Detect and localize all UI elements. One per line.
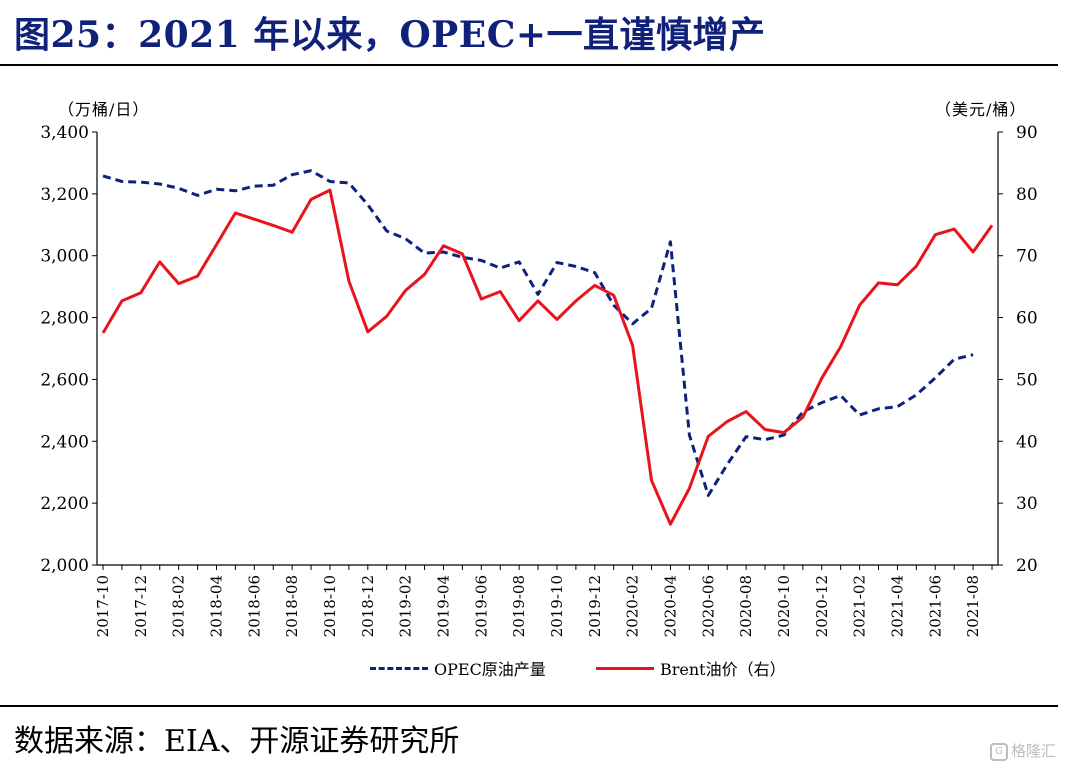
x-axis-tick-label: 2020-08 (737, 575, 755, 637)
left-axis-tick-label: 3,400 (40, 123, 89, 143)
watermark: G 格隆汇 (990, 740, 1056, 761)
x-axis-tick-label: 2019-08 (510, 575, 528, 637)
right-axis-tick-label: 50 (1016, 370, 1038, 390)
top-divider (0, 64, 1058, 66)
x-axis-tick-label: 2018-06 (245, 575, 263, 637)
x-axis-tick-label: 2018-10 (321, 575, 339, 637)
x-axis-tick-label: 2019-12 (586, 575, 604, 637)
x-axis-tick-label: 2021-08 (964, 575, 982, 637)
x-axis-tick-label: 2021-06 (926, 575, 944, 637)
right-axis-tick-label: 70 (1016, 247, 1038, 267)
legend-brent-swatch (596, 666, 654, 670)
legend-opec-label: OPEC原油产量 (434, 660, 546, 679)
watermark-text: 格隆汇 (1011, 742, 1057, 760)
left-axis-tick-label: 3,000 (40, 247, 89, 267)
right-axis-unit: （美元/桶） (935, 100, 1027, 119)
right-axis-tick-label: 80 (1016, 185, 1038, 205)
source-note: 数据来源：EIA、开源证券研究所 (14, 724, 460, 759)
right-axis-tick-label: 30 (1016, 494, 1038, 514)
chart-title: 图25：2021 年以来，OPEC+一直谨慎增产 (14, 14, 766, 56)
x-axis-tick-label: 2017-12 (132, 575, 150, 637)
x-axis-tick-label: 2019-06 (472, 575, 490, 637)
right-axis-tick-label: 20 (1016, 556, 1038, 576)
x-axis-tick-label: 2018-02 (170, 575, 188, 637)
x-axis-tick-label: 2018-12 (359, 575, 377, 637)
line-chart: 2,000 2,200 2,400 2,600 2,800 3,000 3,200 3,400… (40, 123, 1038, 637)
legend-opec-swatch (370, 666, 428, 670)
x-axis-tick-label: 2019-10 (548, 575, 566, 637)
right-axis-tick-label: 90 (1016, 123, 1038, 143)
x-axis-tick-label: 2021-02 (851, 575, 869, 637)
left-axis-tick-label: 2,800 (40, 309, 89, 329)
legend-opec: OPEC原油产量 (370, 656, 546, 680)
x-axis-tick-label: 2020-06 (699, 575, 717, 637)
x-axis-tick-label: 2019-02 (397, 575, 415, 637)
bottom-divider (0, 705, 1058, 707)
series-line-opec (102, 169, 974, 497)
x-axis-tick-label: 2018-04 (207, 575, 225, 637)
legend-brent: Brent油价（右） (596, 656, 786, 680)
left-axis-tick-label: 2,000 (40, 556, 89, 576)
x-axis-tick-label: 2017-10 (94, 575, 112, 637)
left-axis-tick-label: 2,200 (40, 494, 89, 514)
x-axis-tick-label: 2020-10 (775, 575, 793, 637)
left-axis-tick-label: 3,200 (40, 185, 89, 205)
x-axis-tick-label: 2019-04 (434, 575, 452, 637)
right-axis-tick-label: 40 (1016, 432, 1038, 452)
series-line-brent (101, 188, 994, 526)
left-axis-unit: （万桶/日） (58, 100, 150, 119)
x-axis-tick-label: 2020-12 (813, 575, 831, 637)
x-axis-tick-label: 2020-02 (624, 575, 642, 637)
right-axis-tick-label: 60 (1016, 309, 1038, 329)
x-axis-tick-label: 2018-08 (283, 575, 301, 637)
x-axis-tick-label: 2021-04 (888, 575, 906, 637)
x-axis-tick-label: 2020-04 (661, 575, 679, 637)
watermark-logo-icon: G (990, 742, 1008, 761)
legend-brent-label: Brent油价（右） (660, 660, 786, 679)
left-axis-tick-label: 2,600 (40, 370, 89, 390)
left-axis-tick-label: 2,400 (40, 432, 89, 452)
